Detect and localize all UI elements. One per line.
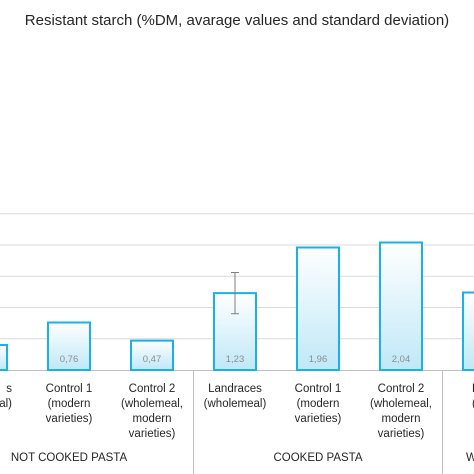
category-label: (whol	[472, 398, 474, 410]
data-label: 1,96	[309, 354, 328, 365]
data-label: 0,47	[143, 354, 162, 365]
chart-title: Resistant starch (%DM, avarage values an…	[24, 12, 450, 29]
category-label: (modern	[297, 398, 340, 410]
category-label: (wholemeal,	[121, 398, 183, 410]
category-label: modern	[133, 413, 172, 425]
category-label: al)	[0, 398, 12, 410]
category-label: varieties)	[378, 428, 425, 440]
bar	[130, 339, 174, 371]
category-label: varieties)	[129, 428, 176, 440]
bar	[296, 246, 340, 371]
data-label: 0,76	[60, 354, 79, 365]
category-label: Lan	[472, 383, 474, 395]
bar	[379, 241, 423, 371]
data-label: 1,23	[226, 354, 245, 365]
group-label: COOKED PASTA	[273, 452, 362, 464]
category-label: Control 2	[129, 383, 176, 395]
bar	[462, 291, 474, 371]
group-label: NOT COOKED PASTA	[11, 452, 128, 464]
category-label: (wholemeal,	[370, 398, 432, 410]
data-label: 2,04	[392, 354, 411, 365]
category-label: modern	[382, 413, 421, 425]
category-label: Control 1	[295, 383, 342, 395]
group-label: W	[466, 452, 474, 464]
category-label: (modern	[48, 398, 91, 410]
category-label: varieties)	[46, 413, 93, 425]
category-label: Landraces	[208, 383, 262, 395]
category-label: Control 2	[378, 383, 425, 395]
category-label: Control 1	[46, 383, 93, 395]
category-label: varieties)	[295, 413, 342, 425]
bar	[0, 344, 8, 371]
bar	[47, 321, 91, 371]
category-label: s	[6, 383, 12, 395]
category-label: (wholemeal)	[204, 398, 267, 410]
